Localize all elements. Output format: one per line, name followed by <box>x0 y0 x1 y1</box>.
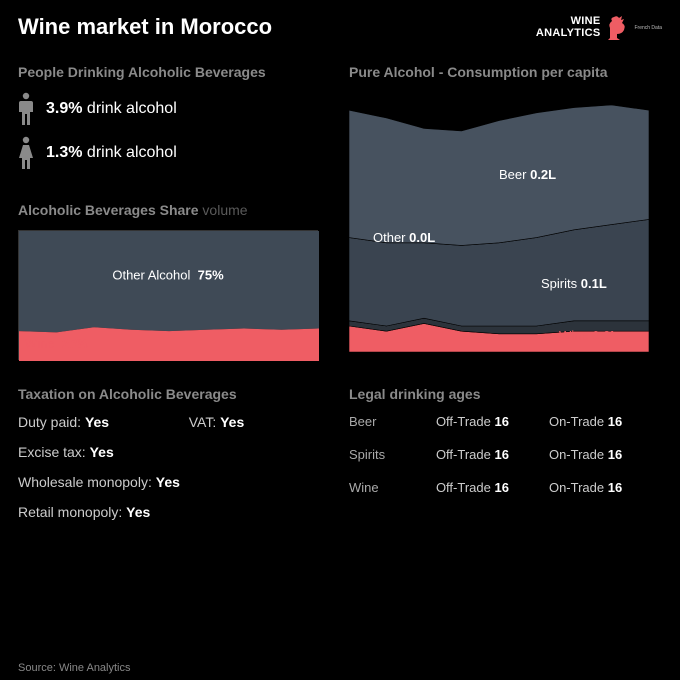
rooster-icon <box>604 14 630 42</box>
age-cat: Beer <box>349 414 436 429</box>
tax-duty: Duty paid: Yes <box>18 414 189 430</box>
age-on: On-Trade 16 <box>549 414 662 429</box>
taxation-grid: Duty paid: Yes VAT: Yes Excise tax: Yes … <box>18 414 331 520</box>
consumption-title: Pure Alcohol - Consumption per capita <box>349 64 662 80</box>
drinking-title: People Drinking Alcoholic Beverages <box>18 64 331 80</box>
female-stat: 1.3% drink alcohol <box>18 136 331 170</box>
page-title: Wine market in Morocco <box>18 14 272 40</box>
tax-wholesale: Wholesale monopoly: Yes <box>18 474 331 490</box>
age-off: Off-Trade 16 <box>436 480 549 495</box>
ages-grid: BeerOff-Trade 16On-Trade 16SpiritsOff-Tr… <box>349 414 662 495</box>
tax-retail: Retail monopoly: Yes <box>18 504 331 520</box>
cons-label-spirits: Spirits 0.1L <box>541 276 607 291</box>
share-chart: Other Alcohol 75% Wine 25% <box>18 230 318 360</box>
age-cat: Wine <box>349 480 436 495</box>
age-cat: Spirits <box>349 447 436 462</box>
tax-vat: VAT: Yes <box>189 414 331 430</box>
male-icon <box>18 92 34 126</box>
cons-label-wine: Wine 0.2L <box>559 328 618 343</box>
consumption-chart: Wine 0.2L Spirits 0.1L Other 0.0L Beer 0.2L <box>349 92 649 352</box>
age-on: On-Trade 16 <box>549 480 662 495</box>
share-other-label: Other Alcohol 75% <box>112 267 223 282</box>
age-off: Off-Trade 16 <box>436 447 549 462</box>
taxation-title: Taxation on Alcoholic Beverages <box>18 386 331 402</box>
cons-label-other: Other 0.0L <box>373 230 435 245</box>
male-stat: 3.9% drink alcohol <box>18 92 331 126</box>
share-wine-label: Wine 25% <box>25 336 88 351</box>
share-title: Alcoholic Beverages Share volume <box>18 202 331 218</box>
cons-label-beer: Beer 0.2L <box>499 167 556 182</box>
age-off: Off-Trade 16 <box>436 414 549 429</box>
brand-logo: WINE ANALYTICS French Data <box>536 14 662 42</box>
ages-title: Legal drinking ages <box>349 386 662 402</box>
age-on: On-Trade 16 <box>549 447 662 462</box>
tax-excise: Excise tax: Yes <box>18 444 331 460</box>
female-icon <box>18 136 34 170</box>
source-text: Source: Wine Analytics <box>18 662 131 674</box>
